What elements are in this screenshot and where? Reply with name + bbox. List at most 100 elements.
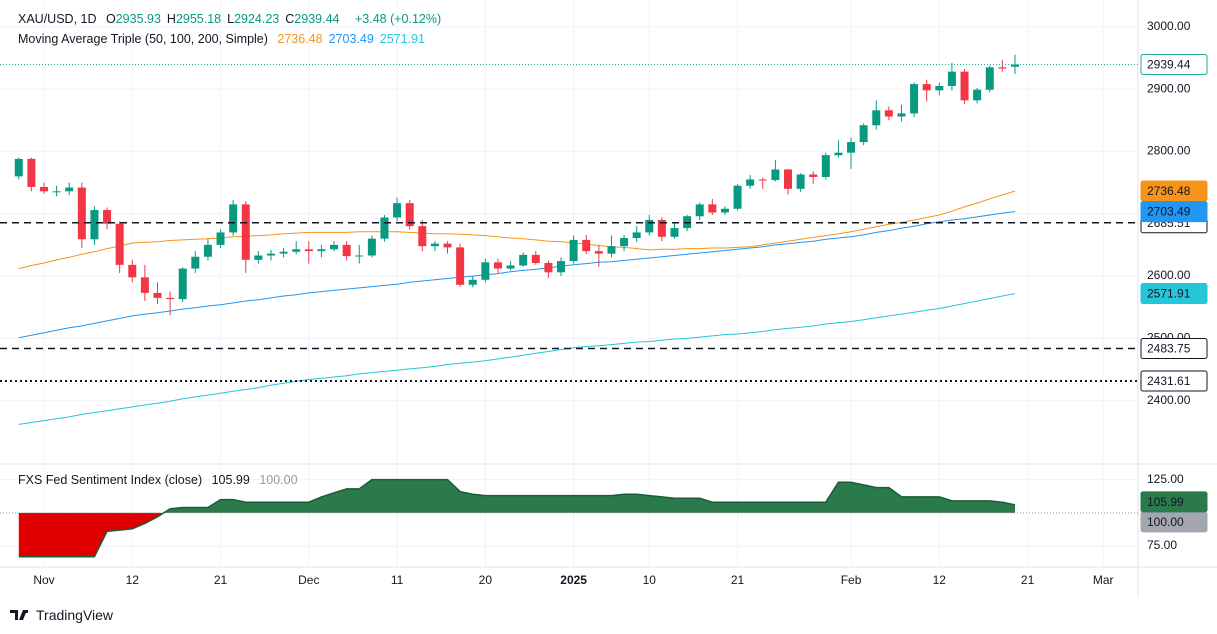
moving-average-line (18, 190, 1016, 270)
candle-body (985, 67, 994, 90)
x-tick-label: 20 (479, 573, 493, 587)
symbol-title: XAU/USD, 1D (18, 12, 97, 26)
candle-body (884, 110, 893, 117)
ma-value: 2571.91 (379, 32, 425, 46)
candle-body (140, 277, 149, 293)
ma-tag: 2703.49 (1147, 205, 1191, 219)
x-tick-label: 12 (126, 573, 140, 587)
candle-body (708, 204, 717, 213)
last-price-tag-bg (1140, 54, 1208, 76)
candle-body (607, 246, 616, 254)
candle-body (178, 268, 187, 300)
level-tag: 2431.61 (1147, 374, 1191, 388)
last-value: 105.99 (211, 473, 250, 487)
area-above (18, 479, 1015, 513)
candle-body (935, 85, 944, 91)
candle-body (468, 279, 477, 285)
moving-average-line (18, 293, 1016, 425)
level-tag-bg (1140, 337, 1208, 359)
candle-body (367, 238, 376, 256)
ohlc: O2935.93 H2955.18 L2924.23 C2939.44 (106, 12, 346, 26)
candle-body (531, 254, 540, 263)
ohlc-value: 2935.93 (115, 12, 161, 26)
candle-body (569, 239, 578, 262)
x-tick-label: 2025 (560, 573, 587, 587)
candle-body (544, 262, 553, 273)
candle-body (40, 186, 48, 192)
candle-body (266, 253, 275, 256)
candle-body (355, 255, 364, 257)
candle-body (632, 232, 641, 239)
y-tick-label: 2600.00 (1147, 268, 1191, 282)
candle-body (834, 152, 843, 156)
y-tick-label: 2900.00 (1147, 81, 1191, 95)
candle-body (1010, 64, 1019, 67)
candle-body (594, 251, 603, 254)
x-tick-label: Nov (33, 573, 54, 587)
candle-body (947, 71, 956, 86)
candle-body (153, 292, 162, 298)
candle-body (960, 71, 969, 101)
x-tick-label: 10 (643, 573, 657, 587)
candle-body (720, 208, 729, 213)
ma-tag-bg (1140, 180, 1208, 202)
candle-body (519, 254, 528, 266)
brand-name: TradingView (36, 607, 114, 623)
y-tick-label: 75.00 (1147, 538, 1177, 552)
candle-body (922, 84, 931, 91)
main-legend: XAU/USD, 1D O2935.93 H2955.18 L2924.23 C293… (18, 12, 447, 26)
candle-body (645, 219, 654, 233)
candle-body (695, 204, 704, 217)
candle-body (758, 179, 767, 181)
candle-body (418, 226, 427, 247)
last-value-tag-bg (1140, 491, 1208, 513)
ohlc-prefix: C (285, 12, 295, 26)
candle-body (115, 223, 124, 265)
x-tick-label: Dec (298, 573, 319, 587)
last-value-tag: 105.99 (1147, 495, 1184, 509)
y-tick-label: 3000.00 (1147, 19, 1191, 33)
plot (14, 54, 1019, 425)
candle-body (443, 243, 452, 248)
candle-body (506, 265, 515, 269)
candle-body (304, 249, 313, 252)
x-tick-label: Feb (841, 573, 862, 587)
candle-body (14, 158, 23, 177)
candle-body (872, 110, 881, 126)
candle-body (77, 187, 86, 240)
indicator-title: Moving Average Triple (50, 100, 200, Sim… (18, 32, 268, 46)
candle-body (821, 155, 830, 177)
candle-body (52, 191, 61, 193)
baseline-value: 100.00 (259, 473, 298, 487)
candle-body (796, 174, 805, 189)
candle-body (27, 158, 36, 187)
x-tick-label: Mar (1093, 573, 1114, 587)
candle-body (998, 67, 1007, 69)
candle-body (317, 249, 326, 252)
candle-body (809, 174, 818, 177)
logo (10, 610, 28, 620)
candle-body (973, 89, 982, 101)
candle-body (430, 243, 439, 247)
ma-value: 2736.48 (277, 32, 323, 46)
ohlc-value: 2924.23 (234, 12, 280, 26)
candle-body (393, 203, 402, 218)
candle-body (380, 217, 389, 239)
candle-body (330, 244, 339, 250)
ma-tag: 2736.48 (1147, 184, 1191, 198)
candle-body (897, 113, 906, 117)
x-tick-label: 12 (933, 573, 947, 587)
candle-body (657, 219, 666, 237)
x-tick-label: 21 (214, 573, 228, 587)
ohlc-prefix: L (227, 12, 235, 26)
candle-body (203, 244, 212, 257)
candle-body (128, 264, 137, 278)
x-tick-label: 21 (731, 573, 745, 587)
candle-body (456, 247, 465, 285)
candle-body (254, 255, 263, 260)
change: +3.48 (+0.12%) (354, 12, 442, 26)
ohlc-prefix: O (105, 12, 116, 26)
ma-tag-bg (1140, 283, 1208, 305)
candle-body (910, 84, 919, 114)
